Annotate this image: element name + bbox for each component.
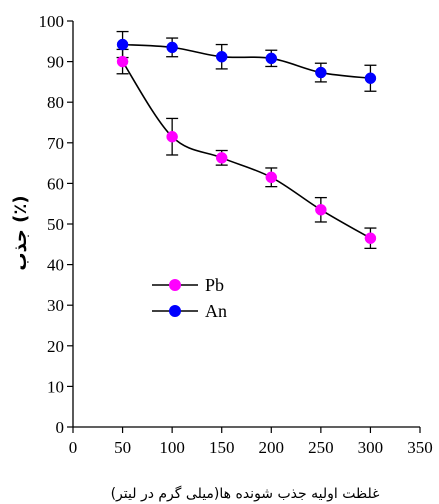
data-point-an <box>116 38 129 51</box>
x-tick-label: 50 <box>114 438 131 457</box>
data-point-an <box>166 41 178 54</box>
data-point-an <box>265 52 278 65</box>
x-axis-label: غلظت اولیه جذب شونده ها(میلی گرم در لیتر… <box>111 485 380 502</box>
data-point-pb <box>265 171 278 184</box>
data-point-pb <box>116 55 129 68</box>
y-tick-label: 10 <box>47 377 64 396</box>
y-tick-label: 100 <box>39 12 65 31</box>
y-tick-label: 30 <box>47 296 64 315</box>
data-point-an <box>215 50 228 63</box>
data-point-pb <box>315 204 327 216</box>
data-point-an <box>315 66 327 79</box>
data-point-an <box>364 72 377 84</box>
data-points <box>116 38 377 244</box>
legend: Pb An <box>152 275 227 321</box>
y-tick-label: 60 <box>47 174 64 193</box>
legend-label-pb: Pb <box>205 275 224 295</box>
error-bars <box>116 30 377 250</box>
y-tick-label: 70 <box>47 134 64 153</box>
x-tick-label: 300 <box>358 438 384 457</box>
x-tick-label: 150 <box>209 438 235 457</box>
y-tick-label: 40 <box>47 256 64 275</box>
y-tick-label: 80 <box>47 93 64 112</box>
legend-label-an: An <box>205 301 227 321</box>
y-tick-label: 90 <box>47 53 64 72</box>
legend-marker-an <box>169 305 181 317</box>
legend-marker-pb <box>169 279 181 291</box>
x-tick-label: 0 <box>69 438 78 457</box>
ticks: 0 10 20 30 40 50 60 70 80 90 100 0 50 100 150 200 250 300… <box>39 12 433 457</box>
data-point-pb <box>364 232 377 244</box>
series-line-pb <box>121 61 371 239</box>
y-tick-label: 0 <box>56 418 65 437</box>
y-tick-label: 20 <box>47 337 64 356</box>
x-tick-label: 350 <box>407 438 433 457</box>
x-tick-label: 250 <box>308 438 334 457</box>
series-lines <box>121 43 371 239</box>
series-line-an <box>122 43 371 80</box>
x-tick-label: 100 <box>159 438 185 457</box>
x-tick-label: 200 <box>259 438 285 457</box>
data-point-pb <box>166 130 178 143</box>
y-axis-label: جذب (٪) <box>10 195 31 270</box>
y-tick-label: 50 <box>47 215 64 234</box>
data-point-pb <box>215 152 228 164</box>
